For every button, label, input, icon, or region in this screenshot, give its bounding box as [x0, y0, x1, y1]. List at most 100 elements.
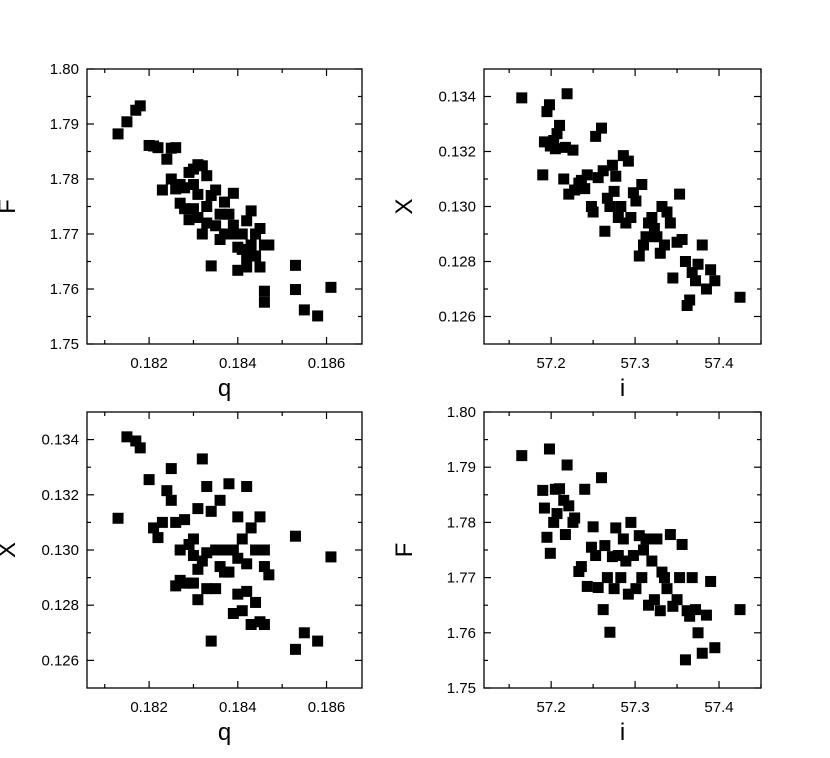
data-point [179, 203, 191, 215]
data-point [548, 135, 560, 146]
data-point [170, 516, 182, 528]
data-point [134, 100, 146, 112]
data-point [196, 228, 208, 240]
data-point [559, 141, 571, 153]
data-point [696, 647, 708, 659]
data-point [258, 544, 270, 556]
data-point [210, 583, 222, 595]
data-point [615, 572, 627, 584]
x-tick-label: 0.184 [219, 355, 257, 372]
data-point [516, 450, 528, 462]
data-point [569, 184, 581, 196]
data-point [236, 243, 248, 255]
data-point [205, 635, 217, 647]
data-point [210, 544, 222, 556]
data-point [554, 483, 566, 495]
data-point [219, 544, 230, 556]
data-point [561, 459, 573, 471]
data-point [579, 183, 591, 195]
data-point [597, 604, 609, 616]
data-point [543, 99, 555, 111]
data-point [223, 208, 235, 220]
data-point [581, 580, 593, 592]
data-point [112, 128, 124, 140]
data-point [165, 173, 177, 185]
y-tick-label: 0.130 [438, 199, 476, 216]
data-point [684, 294, 696, 306]
data-point [700, 609, 712, 621]
data-point [674, 188, 686, 200]
data-point [622, 155, 634, 167]
data-point [165, 463, 177, 475]
data-point [646, 555, 658, 567]
data-point [608, 185, 620, 197]
y-tick-label: 0.128 [41, 597, 79, 614]
data-point [622, 588, 634, 600]
data-point [636, 572, 648, 584]
data-point [610, 170, 622, 182]
data-point [587, 521, 599, 533]
data-point [648, 594, 660, 606]
y-tick-label: 0.132 [438, 144, 476, 161]
y-tick-label: 0.134 [438, 89, 476, 106]
data-point [112, 512, 124, 524]
data-point [651, 231, 663, 243]
x-tick-label: 57.4 [704, 699, 733, 716]
data-point [601, 572, 613, 584]
data-point [579, 483, 591, 495]
data-point [232, 511, 244, 523]
data-point [597, 165, 609, 177]
data-point [232, 264, 244, 276]
data-point [606, 551, 618, 563]
data-point [587, 206, 599, 218]
data-point [585, 541, 597, 553]
data-point [192, 503, 204, 515]
data-point [245, 205, 257, 217]
data-point [612, 550, 624, 562]
x-tick-label: 57.3 [620, 699, 649, 716]
data-point [258, 619, 270, 631]
y-tick-label: 1.78 [447, 514, 476, 531]
data-point [263, 569, 275, 581]
data-point [705, 575, 717, 587]
y-tick-label: 0.132 [41, 487, 79, 504]
data-point [187, 179, 199, 190]
data-point [592, 172, 604, 184]
data-point [192, 212, 204, 223]
data-point [633, 530, 645, 542]
data-point [640, 533, 652, 545]
data-point [289, 643, 301, 655]
data-point [241, 261, 253, 273]
data-point [201, 201, 213, 212]
data-point [227, 607, 239, 619]
data-point [263, 239, 275, 251]
data-point [325, 281, 337, 293]
y-axis-label: F [391, 543, 418, 558]
data-point [692, 258, 704, 270]
data-point [201, 547, 213, 559]
data-point [674, 572, 686, 584]
data-point [250, 544, 262, 556]
x-axis-label: q [218, 375, 231, 402]
data-point [516, 92, 528, 104]
data-point [581, 169, 593, 181]
data-point [643, 599, 655, 611]
data-point [627, 550, 639, 562]
data-point [664, 529, 676, 541]
panel-i-vs-X: 57.2 57.3 57.4 0.126 0.128 0.130 0.132 0.134 i X [391, 68, 762, 402]
data-point [241, 558, 253, 570]
data-point [214, 561, 226, 573]
data-point [232, 552, 244, 564]
y-tick-label: 0.126 [41, 652, 79, 669]
data-point [551, 128, 563, 140]
data-point [170, 580, 182, 592]
data-point [541, 106, 553, 118]
data-point [671, 594, 683, 606]
data-point [599, 225, 611, 237]
data-point [165, 494, 177, 506]
data-point [604, 201, 616, 212]
data-point [554, 119, 566, 131]
data-point [192, 563, 204, 575]
x-tick-label: 0.182 [130, 699, 168, 716]
data-point [558, 173, 570, 185]
